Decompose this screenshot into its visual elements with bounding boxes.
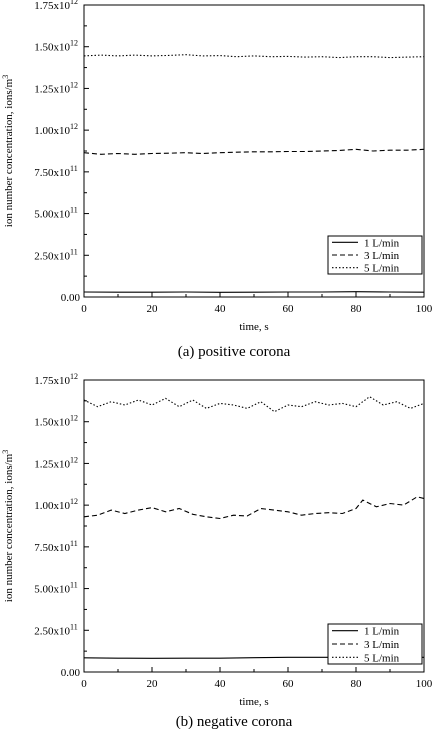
y-tick-label: 1.00x10 (34, 125, 70, 137)
y-tick-label: 2.50x10 (34, 625, 70, 637)
legend-label: 3 L/min (364, 250, 400, 262)
x-axis-label: time, s (239, 321, 268, 333)
series-line-dotted (83, 396, 425, 413)
series-line-dashed (83, 496, 425, 520)
y-tick-exponent: 11 (70, 622, 78, 631)
x-tick-label: 40 (215, 303, 227, 315)
y-tick-exponent: 11 (70, 539, 78, 548)
y-tick-label: 1.75x10 (34, 0, 70, 12)
x-tick-label: 20 (147, 678, 159, 690)
x-tick-label: 100 (416, 303, 432, 315)
y-tick-exponent: 12 (70, 372, 78, 381)
y-tick-label: 1.00x10 (34, 500, 70, 512)
x-tick-label: 80 (351, 303, 363, 315)
y-tick-label: 1.25x10 (34, 458, 70, 470)
x-tick-label: 20 (147, 303, 159, 315)
y-tick-exponent: 12 (70, 39, 78, 48)
x-tick-label: 100 (416, 678, 432, 690)
y-tick-label: 1.25x10 (34, 83, 70, 95)
x-axis-label: time, s (239, 696, 268, 708)
y-tick-label: 0.00 (61, 667, 81, 679)
x-tick-label: 0 (81, 678, 87, 690)
y-tick-label: 1.50x10 (34, 42, 70, 54)
y-tick-exponent: 11 (70, 581, 78, 590)
legend-label: 1 L/min (364, 237, 400, 249)
x-tick-label: 60 (283, 678, 295, 690)
y-axis-label: ion number concentration, ions/m3 (1, 450, 15, 602)
y-tick-exponent: 11 (70, 247, 78, 256)
y-tick-exponent: 12 (70, 0, 78, 6)
y-tick-label: 5.00x10 (34, 584, 70, 596)
series-line-dashed (83, 148, 425, 155)
y-tick-exponent: 11 (70, 164, 78, 173)
y-tick-label: 2.50x10 (34, 250, 70, 262)
y-tick-label: 5.00x10 (34, 209, 70, 221)
chart-caption: (b) negative corona (176, 714, 293, 729)
y-axis-label-superscript: 3 (1, 450, 10, 454)
y-axis-label: ion number concentration, ions/m3 (1, 75, 15, 227)
y-tick-exponent: 12 (70, 80, 78, 89)
y-tick-label: 0.00 (61, 292, 81, 304)
y-tick-exponent: 11 (70, 206, 78, 215)
y-tick-label: 1.50x10 (34, 417, 70, 429)
x-tick-label: 40 (215, 678, 227, 690)
y-tick-exponent: 12 (70, 497, 78, 506)
y-tick-label: 7.50x10 (34, 542, 70, 554)
y-tick-label: 7.50x10 (34, 167, 70, 179)
y-tick-exponent: 12 (70, 455, 78, 464)
x-tick-label: 60 (283, 303, 295, 315)
y-tick-exponent: 12 (70, 122, 78, 131)
legend-label: 3 L/min (364, 639, 400, 651)
series-line-solid (83, 291, 425, 293)
y-tick-label: 1.75x10 (34, 375, 70, 387)
legend-label: 5 L/min (364, 652, 400, 664)
x-tick-label: 0 (81, 303, 87, 315)
y-tick-exponent: 12 (70, 414, 78, 423)
x-tick-label: 80 (351, 678, 363, 690)
legend-label: 5 L/min (364, 263, 400, 275)
series-line-dotted (83, 54, 425, 59)
chart-caption: (a) positive corona (178, 344, 291, 360)
legend-label: 1 L/min (364, 626, 400, 638)
y-axis-label-superscript: 3 (1, 75, 10, 79)
